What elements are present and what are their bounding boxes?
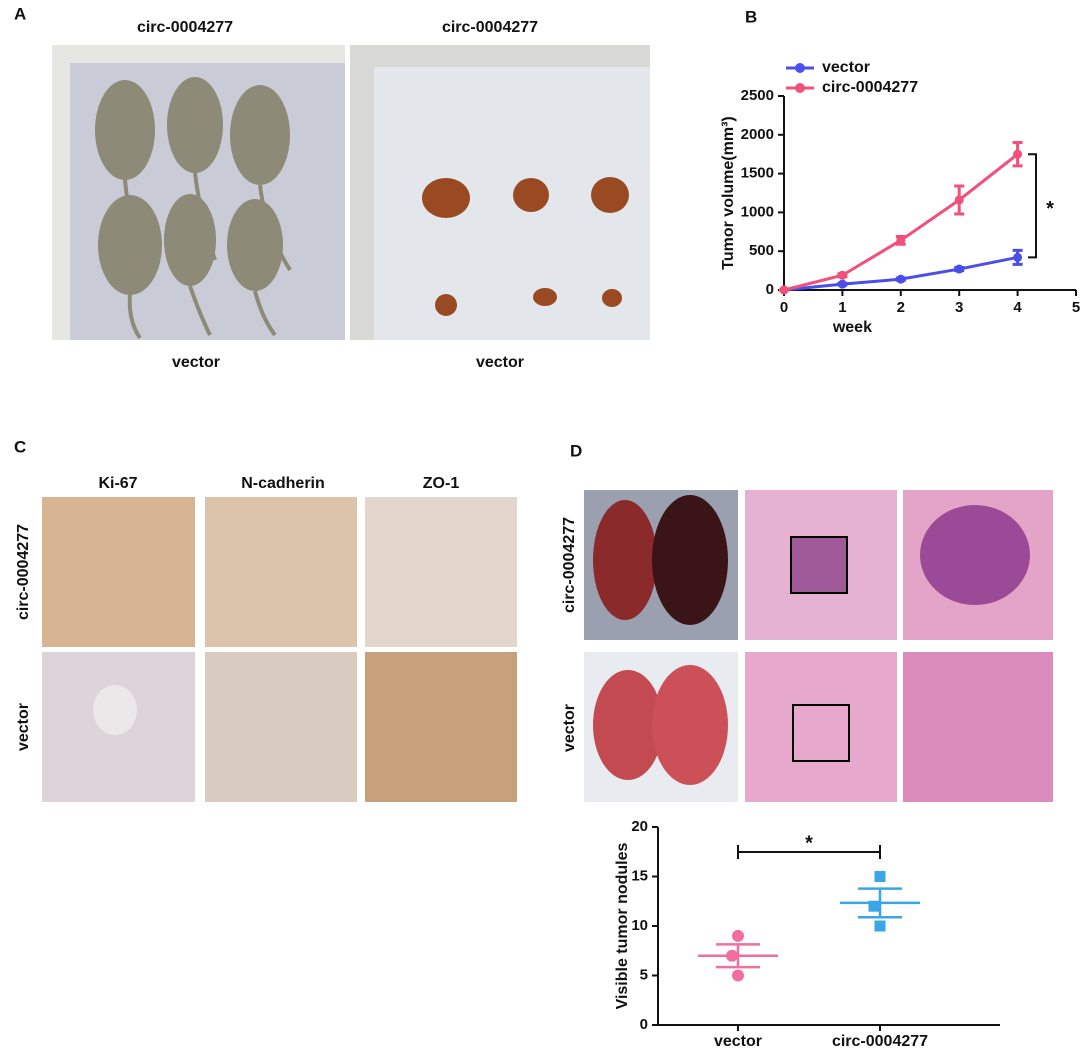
data-point: [732, 929, 744, 942]
data-point: [868, 900, 880, 912]
data-point: [1013, 252, 1023, 262]
column-label: circ-0004277: [442, 19, 538, 36]
column-label: ZO-1: [423, 475, 460, 492]
y-tick-label: 1500: [741, 165, 774, 182]
panel-label: B: [745, 7, 757, 26]
series-line: [783, 255, 1018, 292]
data-point: [1013, 149, 1023, 159]
data-point: [896, 235, 906, 245]
x-tick-label: 3: [955, 299, 963, 316]
error-bar: [858, 887, 902, 919]
data-point: [837, 270, 847, 280]
x-tick-label: 2: [897, 299, 905, 316]
y-tick-label: 10: [631, 917, 648, 934]
data-point: [874, 920, 886, 932]
significance-bracket: [737, 845, 881, 859]
y-tick-label: 1000: [741, 203, 774, 220]
series-line: [783, 153, 1019, 292]
significance-label: *: [1046, 198, 1054, 220]
data-point: [779, 285, 789, 295]
legend-label: circ-0004277: [822, 79, 918, 96]
mice-photo: [52, 45, 345, 340]
panel-label: C: [14, 437, 26, 456]
x-tick-label: 4: [1013, 299, 1022, 316]
data-point: [732, 969, 744, 982]
tumor-photo: [350, 45, 650, 340]
error-bar: [716, 943, 760, 969]
x-tick-label: vector: [714, 1033, 762, 1050]
row-label: circ-0004277: [561, 517, 578, 613]
data-point: [837, 279, 847, 289]
y-tick-label: 20: [631, 818, 648, 835]
y-tick-label: 5: [640, 966, 648, 983]
legend-marker: [795, 83, 805, 93]
y-axis-label: Tumor volume(mm³): [720, 116, 737, 269]
panel-label: D: [570, 441, 582, 460]
column-label: vector: [476, 354, 524, 371]
significance-bracket: [1028, 153, 1037, 259]
x-tick-label: 1: [838, 299, 846, 316]
significance-label: *: [805, 832, 813, 854]
y-axis-label: Visible tumor nodules: [614, 842, 631, 1009]
column-label: Ki-67: [98, 475, 137, 492]
y-tick-label: 500: [749, 242, 774, 259]
y-tick-label: 2000: [741, 126, 774, 143]
row-label: vector: [561, 704, 578, 752]
x-tick-label: 5: [1072, 299, 1080, 316]
x-tick-label: 0: [780, 299, 788, 316]
ihc-images: [42, 497, 517, 802]
legend-marker: [795, 63, 805, 73]
row-label: circ-0004277: [15, 524, 32, 620]
y-tick-label: 2500: [741, 87, 774, 104]
data-point: [954, 195, 964, 205]
y-tick-label: 0: [640, 1016, 648, 1033]
data-point: [896, 274, 906, 284]
y-tick-label: 15: [631, 867, 648, 884]
row-label: vector: [15, 703, 32, 751]
data-point: [874, 871, 886, 882]
column-label: N-cadherin: [241, 475, 325, 492]
panel-label: A: [14, 4, 26, 23]
data-point: [954, 264, 964, 274]
x-tick-label: circ-0004277: [832, 1033, 928, 1050]
x-axis-label: week: [832, 319, 872, 336]
column-label: vector: [172, 354, 220, 371]
y-tick-label: 0: [766, 281, 774, 298]
legend-label: vector: [822, 59, 870, 76]
lung-images: [584, 490, 1053, 802]
column-label: circ-0004277: [137, 19, 233, 36]
